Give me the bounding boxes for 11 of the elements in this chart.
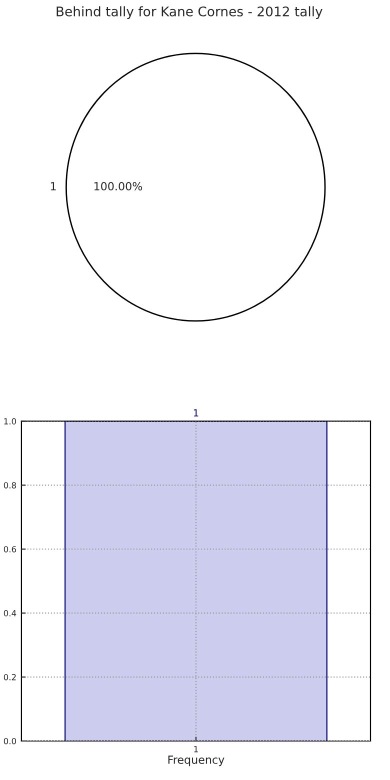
y-tick-label: 0.0 [4, 738, 16, 744]
x-axis-title: Frequency [168, 756, 224, 766]
y-tick-label: 0.8 [4, 482, 16, 488]
y-tick-label: 0.2 [4, 674, 16, 680]
y-tick-label: 0.4 [4, 610, 16, 616]
data-label: 100.00% [94, 182, 142, 190]
y-tick-label: 1.0 [4, 418, 16, 424]
slice-label: 1 [50, 182, 56, 190]
slice-label: 1 [194, 409, 198, 416]
y-tick-label: 0.6 [4, 546, 16, 552]
chart-title: Behind tally for Kane Cornes - 2012 tally [56, 6, 322, 19]
